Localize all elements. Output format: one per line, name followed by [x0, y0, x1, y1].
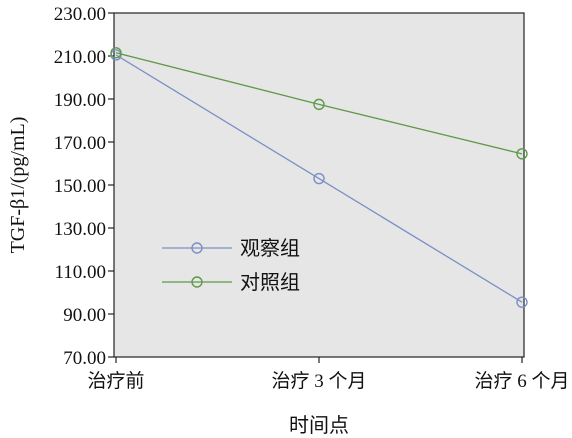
series-layer [110, 47, 528, 308]
y-tick-label: 190.00 [54, 90, 106, 111]
x-tick-label: 治疗 6 个月 [474, 370, 569, 392]
y-tick-label: 110.00 [54, 262, 106, 283]
x-axis: 治疗前 治疗 3 个月 治疗 6 个月 [87, 357, 570, 392]
data-point [516, 148, 528, 160]
plot-area [113, 12, 525, 358]
y-tick-label: 210.00 [54, 47, 106, 68]
data-point [516, 296, 528, 308]
series-line [115, 52, 523, 155]
series-line [115, 54, 523, 303]
legend-marker [191, 242, 203, 254]
y-tick-label: 130.00 [54, 219, 106, 240]
legend-label: 观察组 [240, 237, 300, 260]
data-point [110, 47, 122, 59]
data-point [313, 98, 325, 111]
y-axis-title: TGF-β1/(pg/mL) [7, 117, 29, 254]
data-point [313, 172, 325, 185]
y-tick-label: 170.00 [54, 133, 106, 154]
x-axis-title: 时间点 [289, 414, 349, 437]
legend-marker [191, 276, 203, 288]
y-tick-label: 150.00 [54, 176, 106, 197]
legend-label: 对照组 [240, 271, 300, 294]
x-tick-label: 治疗 3 个月 [271, 370, 366, 392]
y-axis: 70.00 90.00 110.00 130.00 150.00 170.00 190.00… [54, 4, 114, 369]
x-tick-label: 治疗前 [87, 370, 144, 392]
y-tick-label: 230.00 [54, 4, 106, 25]
y-tick-label: 70.00 [63, 348, 106, 369]
y-tick-label: 90.00 [63, 305, 106, 326]
